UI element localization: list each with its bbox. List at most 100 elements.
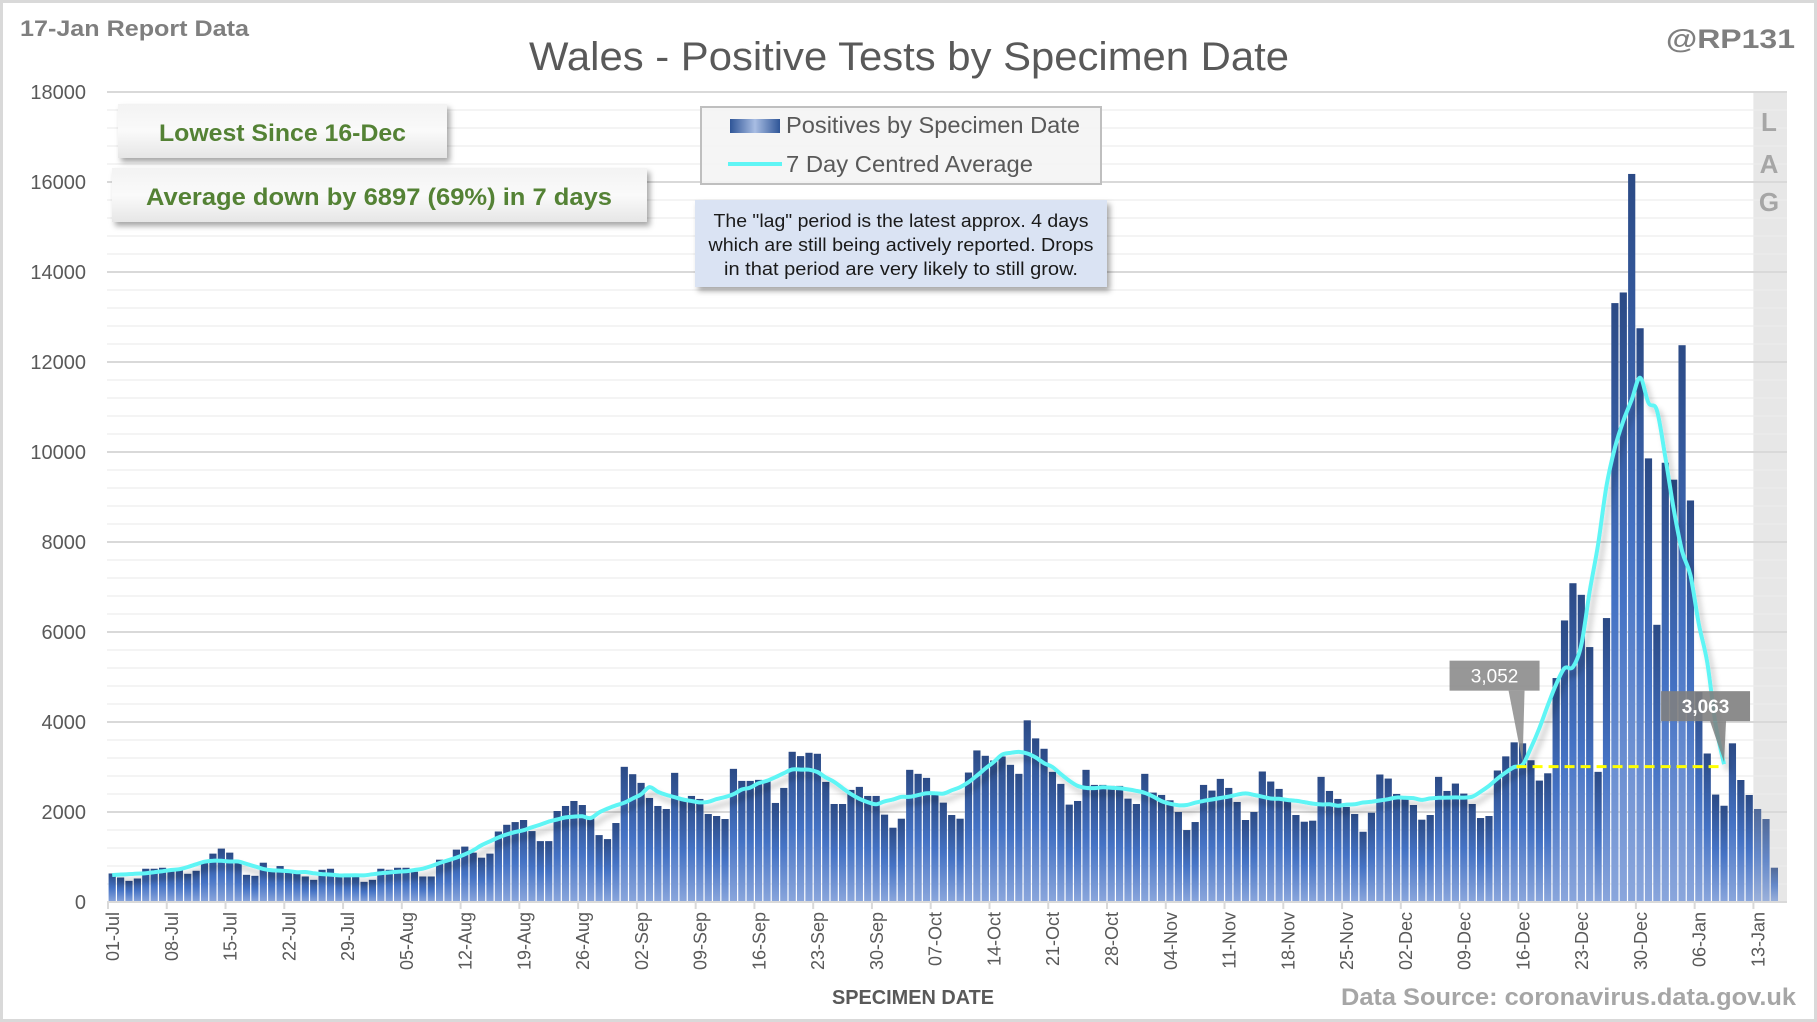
bar	[729, 768, 738, 902]
bar	[226, 852, 234, 902]
report-date-label: 17-Jan Report Data	[20, 16, 250, 41]
data-source-label: Data Source: coronavirus.data.gov.uk	[1341, 984, 1797, 1011]
bar	[1552, 678, 1560, 902]
y-tick-label: 8000	[42, 532, 87, 554]
x-tick-label: 04-Nov	[1161, 912, 1181, 970]
bar	[763, 780, 771, 902]
legend-bars-label: Positives by Specimen Date	[786, 112, 1080, 138]
bar	[1048, 771, 1057, 902]
bar	[746, 780, 754, 902]
bar	[1317, 776, 1325, 902]
bar	[377, 868, 385, 902]
bar	[1644, 458, 1653, 902]
bar	[1132, 803, 1140, 902]
x-tick-label: 11-Nov	[1220, 912, 1240, 969]
bar	[1334, 798, 1342, 902]
bar	[1560, 620, 1569, 902]
bar	[108, 873, 116, 902]
bar	[587, 817, 595, 902]
bar	[1074, 800, 1082, 902]
x-tick-label: 29-Jul	[338, 912, 358, 961]
bar	[1451, 783, 1459, 902]
bar	[1611, 303, 1619, 903]
bar	[486, 853, 494, 902]
bar	[671, 772, 679, 902]
bar	[1435, 776, 1443, 902]
bar	[1602, 618, 1611, 902]
bar	[1393, 793, 1401, 902]
bar	[1082, 769, 1090, 902]
bar	[1183, 830, 1191, 902]
bar	[1099, 784, 1107, 902]
bar	[906, 769, 914, 902]
bar	[318, 869, 326, 902]
x-tick-label: 21-Oct	[1043, 912, 1063, 966]
bar	[1216, 778, 1224, 902]
bar	[973, 750, 981, 902]
bar	[578, 805, 586, 902]
bar	[242, 874, 251, 902]
bar	[704, 814, 712, 902]
bar	[662, 808, 670, 902]
bar	[394, 867, 402, 902]
bar	[1351, 814, 1359, 902]
bar	[1090, 784, 1099, 902]
x-tick-label: 07-Oct	[926, 912, 946, 966]
bar	[234, 862, 242, 902]
bar	[1544, 773, 1552, 902]
x-tick-label: 01-Jul	[103, 912, 123, 961]
bar	[1518, 743, 1527, 902]
bar	[1569, 583, 1577, 902]
bar	[1695, 692, 1703, 902]
bar	[1468, 803, 1476, 902]
bar	[1653, 624, 1661, 902]
bar	[1460, 793, 1468, 902]
bar	[788, 751, 796, 902]
bar	[335, 875, 343, 902]
bar	[125, 880, 133, 902]
bar	[1661, 462, 1669, 902]
bar	[1258, 771, 1266, 902]
bar	[528, 831, 536, 902]
bar	[1199, 784, 1208, 902]
bar	[948, 815, 956, 902]
bar	[1754, 808, 1762, 902]
x-tick-label: 19-Aug	[514, 912, 534, 970]
bar	[637, 782, 645, 902]
bar	[981, 755, 989, 902]
bar	[116, 877, 125, 902]
average-change-box-bg	[112, 168, 647, 222]
lowest-since-box: Lowest Since 16-Dec	[118, 104, 447, 158]
bar	[1342, 806, 1350, 902]
bar	[1728, 743, 1737, 902]
bar	[293, 872, 301, 902]
bar	[1384, 778, 1392, 902]
bar	[822, 781, 830, 902]
bar	[1309, 820, 1317, 902]
bar	[939, 802, 947, 902]
bar	[276, 866, 284, 902]
bar	[158, 867, 167, 902]
bar	[1006, 764, 1015, 902]
bar	[167, 870, 175, 902]
bar	[133, 878, 141, 902]
y-tick-label: 0	[75, 892, 86, 914]
callout-pointer	[1710, 721, 1727, 763]
bar	[897, 818, 905, 902]
bar	[200, 862, 209, 902]
bar	[1401, 797, 1409, 902]
lag-note: The "lag" period is the latest approx. 4…	[695, 200, 1107, 287]
x-tick-label: 09-Sep	[691, 912, 711, 970]
bar	[1628, 173, 1636, 902]
bar	[1712, 794, 1720, 902]
bar	[880, 814, 889, 902]
bar	[1023, 720, 1031, 902]
bar	[175, 870, 183, 902]
x-tick-label: 14-Oct	[984, 912, 1004, 966]
bar	[1367, 812, 1376, 902]
bar	[1325, 790, 1334, 902]
bar	[1703, 753, 1711, 902]
bar	[645, 797, 654, 902]
bar	[612, 823, 620, 902]
